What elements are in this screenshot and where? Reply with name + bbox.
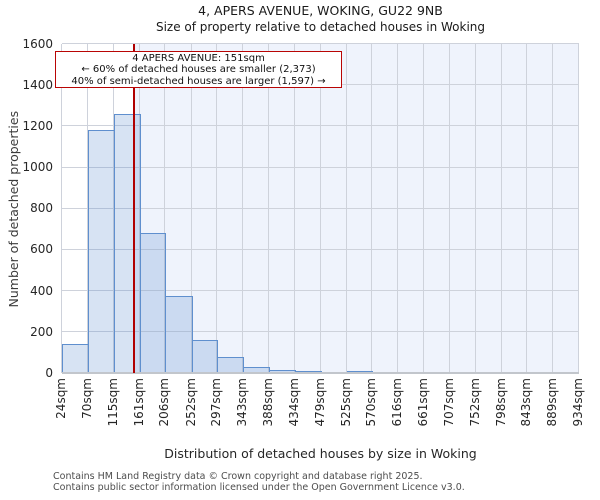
- histogram-bar: [61, 344, 89, 373]
- y-tick-label: 200: [30, 324, 53, 339]
- annotation-line-2: ← 60% of detached houses are smaller (2,…: [81, 64, 316, 76]
- y-tick-label: 1600: [22, 36, 53, 51]
- annotation-box: 4 APERS AVENUE: 151sqm ← 60% of detached…: [55, 51, 342, 88]
- x-tick-label: 297sqm: [209, 377, 224, 426]
- y-tick-label: 1200: [22, 118, 53, 133]
- x-tick-label: 479sqm: [312, 377, 327, 426]
- x-tick-label: 388sqm: [260, 377, 275, 426]
- x-tick-label: 934sqm: [571, 377, 585, 426]
- x-tick-label: 434sqm: [286, 377, 301, 426]
- gridline-v: [578, 43, 579, 373]
- property-marker-line: [132, 43, 135, 373]
- histogram-bar: [139, 233, 166, 373]
- x-tick-label: 798sqm: [493, 377, 508, 426]
- gridline-h: [61, 331, 579, 333]
- figure-title: 4, APERS AVENUE, WOKING, GU22 9NB: [198, 3, 443, 18]
- y-tick-label: 800: [30, 201, 53, 216]
- annotation-line-1: 4 APERS AVENUE: 151sqm: [132, 53, 265, 64]
- footer-line-2: Contains public sector information licen…: [53, 482, 465, 493]
- histogram-bar: [87, 130, 115, 373]
- y-tick-label: 600: [30, 242, 53, 257]
- histogram-bar: [216, 357, 244, 373]
- y-tick-label: 1400: [22, 77, 53, 92]
- x-tick-label: 252sqm: [183, 377, 198, 426]
- gridline-h: [61, 43, 579, 44]
- x-tick-label: 525sqm: [338, 377, 353, 426]
- y-tick-label: 0: [45, 366, 53, 380]
- gridline-h: [61, 166, 579, 168]
- x-tick-label: 707sqm: [442, 377, 457, 426]
- gridline-h: [61, 207, 579, 209]
- histogram-bar: [164, 296, 193, 373]
- gridline-h: [61, 290, 579, 292]
- x-tick-label: 752sqm: [467, 377, 482, 426]
- gridline-h: [61, 125, 579, 127]
- x-tick-label: 115sqm: [105, 377, 120, 426]
- plot-area: [61, 43, 579, 374]
- x-tick-label: 843sqm: [519, 377, 534, 426]
- y-tick-label: 1000: [22, 160, 53, 175]
- annotation-line-3: 40% of semi-detached houses are larger (…: [71, 75, 326, 87]
- x-tick-label: 161sqm: [131, 377, 146, 426]
- x-axis-title: Distribution of detached houses by size …: [164, 446, 477, 461]
- x-tick-label: 24sqm: [54, 377, 68, 419]
- x-axis-line: [61, 372, 579, 374]
- x-tick-label: 661sqm: [415, 377, 430, 426]
- footer-line-1: Contains HM Land Registry data © Crown c…: [53, 471, 423, 482]
- figure-subtitle: Size of property relative to detached ho…: [155, 20, 486, 34]
- x-tick-label: 206sqm: [157, 377, 172, 426]
- x-tick-label: 889sqm: [545, 377, 560, 426]
- x-tick-label: 70sqm: [80, 377, 95, 419]
- x-tick-label: 616sqm: [390, 377, 405, 426]
- histogram-bar: [113, 114, 141, 373]
- x-tick-label: 570sqm: [364, 377, 379, 426]
- histogram-bar: [191, 340, 218, 373]
- x-tick-label: 343sqm: [235, 377, 250, 426]
- y-tick-label: 400: [30, 283, 53, 298]
- gridline-h: [61, 248, 579, 250]
